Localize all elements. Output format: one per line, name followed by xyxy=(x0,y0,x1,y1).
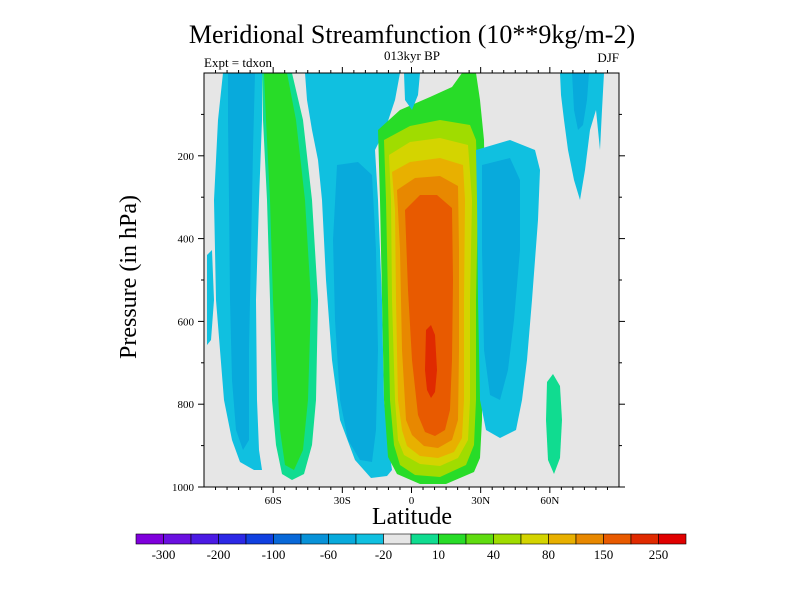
x-tick-label: 60N xyxy=(540,495,559,507)
colorbar-box xyxy=(245,533,274,545)
x-tick-label: 30S xyxy=(334,495,351,507)
colorbar-box xyxy=(575,533,604,545)
colorbar-box xyxy=(218,533,247,545)
colorbar-label: 150 xyxy=(594,547,614,562)
southern-polar-negative-inner xyxy=(228,73,255,450)
y-axis-label: Pressure (in hPa) xyxy=(116,195,142,359)
colorbar-label: 10 xyxy=(432,547,445,562)
colorbar-box xyxy=(163,533,192,545)
contour-fields xyxy=(207,73,604,484)
colorbar-box xyxy=(548,533,577,545)
colorbar-box xyxy=(410,533,439,545)
colorbar-box xyxy=(658,533,687,545)
colorbar-box xyxy=(465,533,494,545)
northern-negative-cell-inner xyxy=(482,158,520,400)
y-tick-label: 800 xyxy=(178,399,195,411)
colorbar-box xyxy=(273,533,302,545)
season-label: DJF xyxy=(597,50,619,65)
chart-subtitle: 013kyr BP xyxy=(384,48,440,63)
x-tick-label: 60S xyxy=(265,495,282,507)
colorbar-box xyxy=(438,533,467,545)
colorbar-box xyxy=(383,533,412,545)
colorbar-box xyxy=(603,533,632,545)
y-tick-label: 200 xyxy=(178,151,195,163)
colorbar-label: 40 xyxy=(487,547,500,562)
x-tick-label: 30N xyxy=(471,495,490,507)
colorbar-label: -60 xyxy=(320,547,337,562)
x-axis: 60S 30S 0 30N 60N xyxy=(215,67,608,507)
colorbar-label: -200 xyxy=(207,547,231,562)
southern-positive-cell-inner xyxy=(264,73,311,470)
tropical-cell-level-7 xyxy=(425,325,437,398)
colorbar-box xyxy=(190,533,219,545)
equatorial-negative-patch xyxy=(404,73,420,110)
colorbar-box xyxy=(355,533,384,545)
y-tick-label: 400 xyxy=(178,234,195,246)
southern-negative-cell-inner xyxy=(333,162,378,462)
colorbar-label: -100 xyxy=(262,547,286,562)
northern-polar-negative-inner xyxy=(572,73,589,130)
tropical-cell-level-6 xyxy=(405,195,453,436)
x-axis-label: Latitude xyxy=(372,504,452,530)
experiment-label: Expt = tdxon xyxy=(204,55,272,70)
y-axis: 200 400 600 800 1000 xyxy=(172,113,625,494)
colorbar-label: -20 xyxy=(375,547,392,562)
southern-edge-patch xyxy=(207,250,214,345)
y-tick-label: 1000 xyxy=(172,482,195,494)
colorbar-box xyxy=(493,533,522,545)
x-tick-label: 0 xyxy=(409,495,415,507)
colorbar: -300 -200 -100 -60 -20 10 40 80 150 250 xyxy=(135,533,687,562)
colorbar-label: 250 xyxy=(649,547,669,562)
colorbar-box xyxy=(630,533,659,545)
chart-title: Meridional Streamfunction (10**9kg/m-2) xyxy=(189,20,635,49)
y-tick-label: 600 xyxy=(178,316,195,328)
colorbar-label: -300 xyxy=(152,547,176,562)
colorbar-label: 80 xyxy=(542,547,555,562)
colorbar-box xyxy=(135,533,164,545)
northern-polar-negative-cell xyxy=(560,73,604,200)
northern-positive-cell xyxy=(546,374,562,474)
colorbar-box xyxy=(520,533,549,545)
colorbar-box xyxy=(328,533,357,545)
colorbar-box xyxy=(300,533,329,545)
